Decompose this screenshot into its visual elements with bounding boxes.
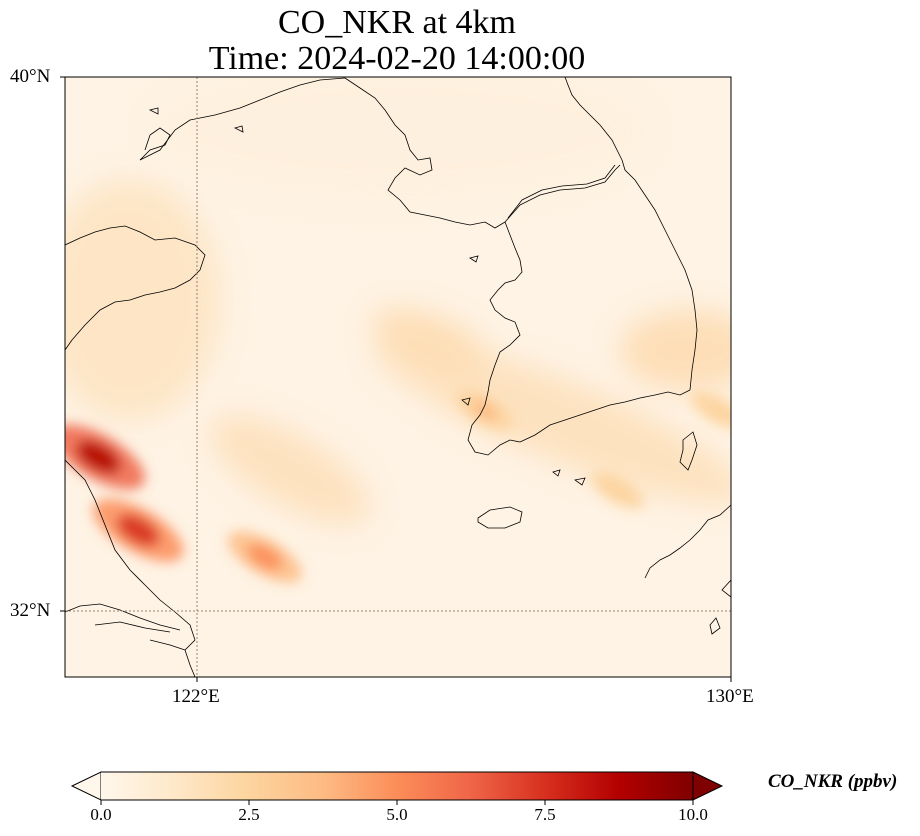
colorbar-under-arrow [70, 771, 102, 801]
map-title-line-2: Time: 2024-02-20 14:00:00 [208, 40, 586, 77]
plume-core-3 [471, 400, 499, 421]
plume-core-0 [76, 440, 121, 474]
colorbar-tick-label: 10.0 [678, 805, 708, 824]
lat-label-32n: 32°N [10, 600, 51, 621]
lat-label-40n: 40°N [10, 66, 51, 87]
colorbar-tick-label: 2.5 [238, 805, 260, 824]
coastlines [65, 77, 731, 677]
plume-cores [65, 390, 731, 583]
gridlines [65, 77, 731, 677]
colorbar-tick-label: 7.5 [534, 805, 556, 824]
colorbar-label: CO_NKR (ppbv) [768, 771, 898, 792]
map-title-line-1: CO_NKR at 4km [278, 4, 516, 41]
plume-core-4 [605, 480, 631, 500]
colorbar-over-arrow [692, 771, 724, 801]
colorbar-tick-label: 5.0 [386, 805, 408, 824]
colorbar-gradient [101, 772, 693, 800]
axis-ticks [60, 76, 732, 682]
plume-core-1 [117, 514, 160, 547]
map-frame [64, 76, 732, 678]
plume-core-5 [704, 400, 731, 420]
colorbar [70, 771, 724, 805]
lon-label-130e: 130°E [706, 686, 754, 707]
colorbar-ticks [100, 800, 694, 805]
plume-core-2 [247, 543, 283, 571]
lon-label-122e: 122°E [172, 686, 220, 707]
colorbar-tick-label: 0.0 [90, 805, 112, 824]
